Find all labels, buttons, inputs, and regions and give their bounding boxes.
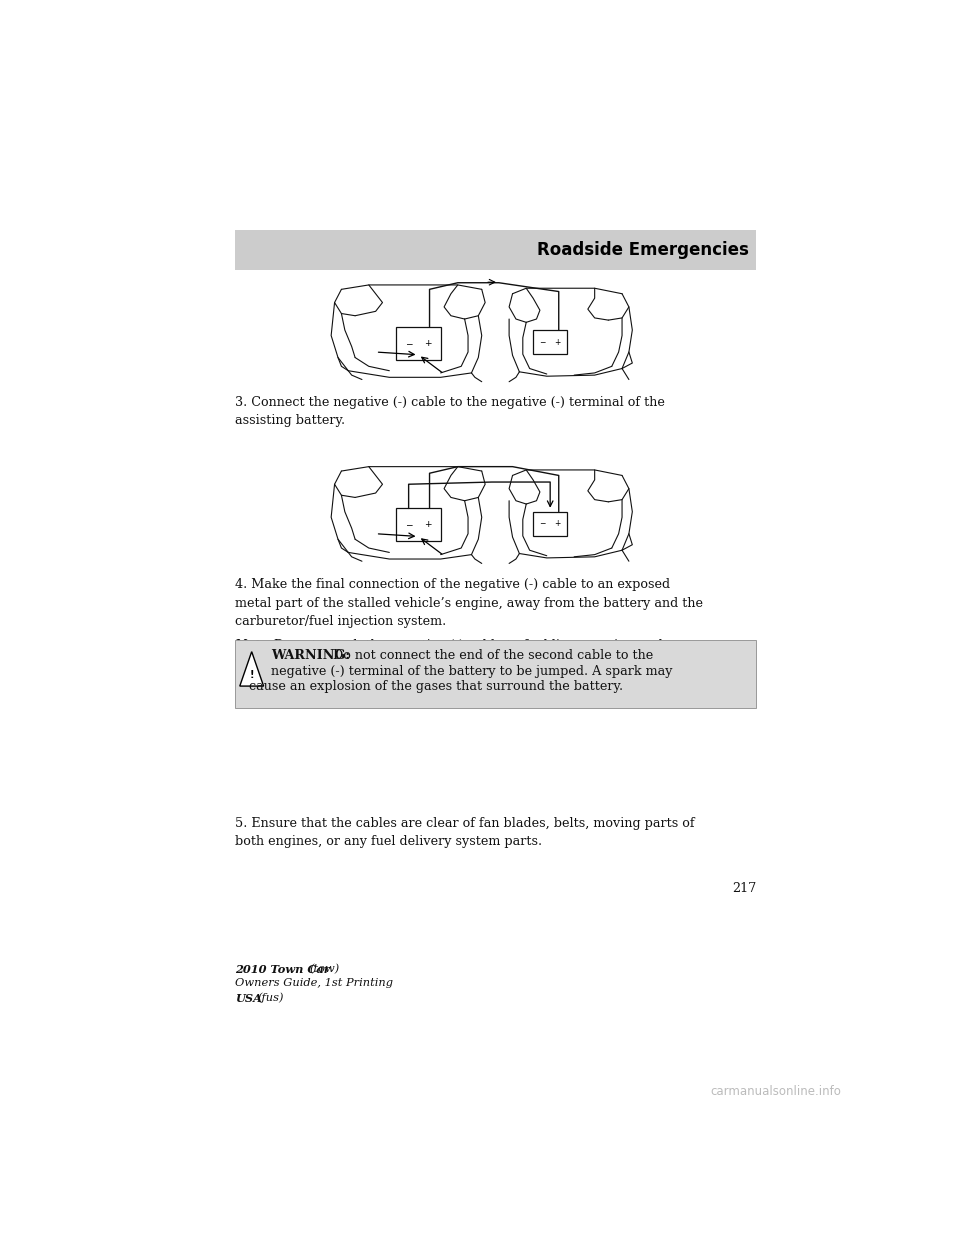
Text: −: − — [405, 520, 413, 529]
Text: −: − — [540, 338, 546, 347]
Text: 4. Make the final connection of the negative (-) cable to an exposed
metal part : 4. Make the final connection of the nega… — [235, 579, 704, 628]
Text: Roadside Emergencies: Roadside Emergencies — [537, 241, 749, 260]
Text: +: + — [424, 520, 432, 529]
Text: 217: 217 — [732, 882, 756, 894]
Text: grounding: grounding — [576, 653, 643, 667]
FancyBboxPatch shape — [533, 512, 567, 537]
Text: points.: points. — [235, 668, 279, 682]
Text: 2010 Town Car: 2010 Town Car — [235, 964, 330, 975]
Text: −: − — [540, 519, 546, 528]
Text: Do not connect the end of the second cable to the: Do not connect the end of the second cab… — [333, 650, 653, 662]
Text: (tow): (tow) — [310, 964, 340, 974]
FancyBboxPatch shape — [235, 640, 756, 708]
Text: +: + — [555, 519, 561, 528]
Text: Owners Guide, 1st Printing: Owners Guide, 1st Printing — [235, 979, 394, 989]
Text: +: + — [424, 339, 432, 348]
FancyBboxPatch shape — [533, 330, 567, 354]
Text: Note:: Note: — [235, 638, 275, 652]
FancyBboxPatch shape — [396, 508, 441, 542]
Text: carmanualsonline.info: carmanualsonline.info — [710, 1084, 842, 1098]
Text: !: ! — [250, 669, 254, 679]
Text: USA: USA — [235, 992, 262, 1004]
Text: (fus): (fus) — [257, 992, 284, 1004]
Text: cause an explosion of the gases that surround the battery.: cause an explosion of the gases that sur… — [250, 679, 624, 693]
Text: 3. Connect the negative (-) cable to the negative (-) terminal of the
assisting : 3. Connect the negative (-) cable to the… — [235, 396, 665, 427]
FancyBboxPatch shape — [396, 327, 441, 360]
Text: WARNING:: WARNING: — [271, 650, 350, 662]
Text: Do not attach the negative (-) cable to fuel lines, engine rocker: Do not attach the negative (-) cable to … — [274, 638, 680, 652]
Text: negative (-) terminal of the battery to be jumped. A spark may: negative (-) terminal of the battery to … — [271, 664, 673, 677]
FancyBboxPatch shape — [235, 230, 756, 271]
Text: 5. Ensure that the cables are clear of fan blades, belts, moving parts of
both e: 5. Ensure that the cables are clear of f… — [235, 816, 695, 848]
Polygon shape — [240, 652, 264, 686]
Text: −: − — [405, 339, 413, 348]
Text: covers, the intake manifold or electrical components as: covers, the intake manifold or electrica… — [235, 653, 597, 667]
Text: +: + — [555, 338, 561, 347]
